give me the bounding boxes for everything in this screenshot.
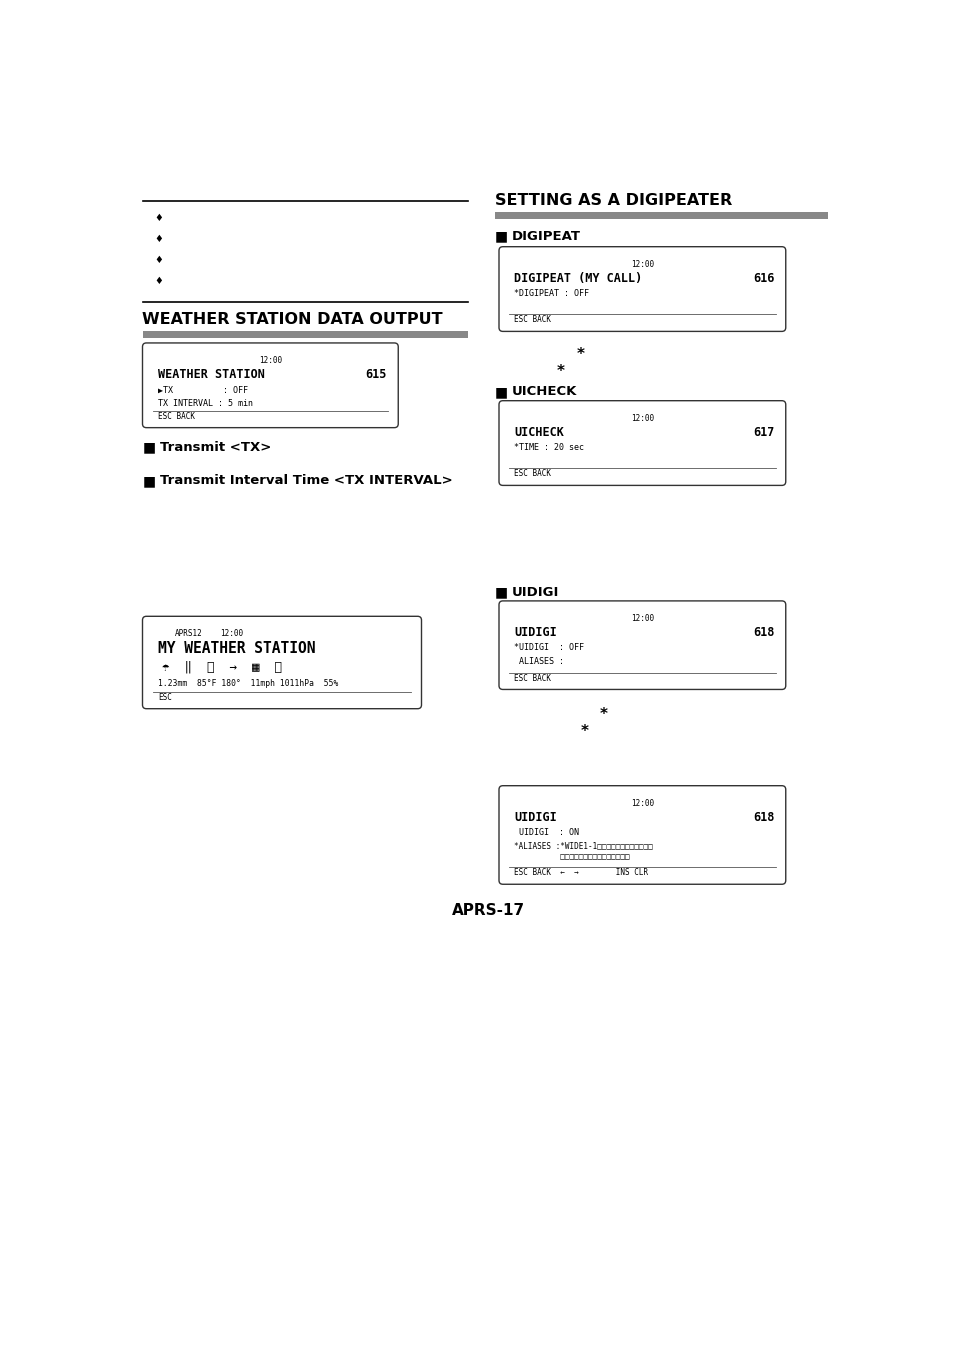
Text: WEATHER STATION: WEATHER STATION — [158, 369, 265, 381]
Text: ALIASES :: ALIASES : — [514, 657, 564, 666]
Text: UIDIGI  : ON: UIDIGI : ON — [514, 828, 578, 837]
Text: ESC BACK: ESC BACK — [514, 316, 551, 324]
Text: 12:00: 12:00 — [630, 614, 653, 622]
Text: 12:00: 12:00 — [220, 629, 243, 639]
Text: MY WEATHER STATION: MY WEATHER STATION — [158, 641, 315, 656]
FancyBboxPatch shape — [498, 786, 785, 884]
Text: UIDIGI: UIDIGI — [514, 811, 557, 824]
Text: DIGIPEAT (MY CALL): DIGIPEAT (MY CALL) — [514, 273, 642, 285]
Text: WEATHER STATION DATA OUTPUT: WEATHER STATION DATA OUTPUT — [142, 312, 442, 327]
Text: UIDIGI: UIDIGI — [512, 586, 559, 598]
Text: 618: 618 — [752, 626, 773, 640]
Text: ■: ■ — [142, 474, 155, 487]
Text: DIGIPEAT: DIGIPEAT — [512, 230, 580, 243]
Text: *: * — [557, 363, 564, 379]
Text: Transmit <TX>: Transmit <TX> — [159, 440, 271, 454]
Text: 615: 615 — [365, 369, 386, 381]
Text: ESC BACK: ESC BACK — [514, 470, 551, 478]
Text: ♦: ♦ — [154, 234, 163, 244]
Text: *DIGIPEAT : OFF: *DIGIPEAT : OFF — [514, 289, 589, 298]
FancyBboxPatch shape — [498, 401, 785, 486]
Text: 12:00: 12:00 — [630, 799, 653, 807]
Text: SETTING AS A DIGIPEATER: SETTING AS A DIGIPEATER — [495, 193, 732, 208]
Bar — [495, 212, 827, 219]
Text: APRS12: APRS12 — [175, 629, 203, 639]
Text: UIDIGI: UIDIGI — [514, 626, 557, 640]
Text: *: * — [579, 724, 588, 738]
Text: ♦: ♦ — [154, 275, 163, 286]
Text: ■: ■ — [495, 586, 508, 599]
Text: 12:00: 12:00 — [258, 356, 282, 365]
Text: ♦: ♦ — [154, 255, 163, 265]
Text: ♦: ♦ — [154, 213, 163, 223]
Text: ESC BACK  ←  →        INS CLR: ESC BACK ← → INS CLR — [514, 868, 648, 878]
Text: 1.23mm  85°F 180°  11mph 1011hPa  55%: 1.23mm 85°F 180° 11mph 1011hPa 55% — [158, 679, 338, 688]
Text: ▶TX          : OFF: ▶TX : OFF — [158, 385, 248, 394]
Text: 12:00: 12:00 — [630, 259, 653, 269]
Text: UICHECK: UICHECK — [514, 427, 564, 439]
Text: *UIDIGI  : OFF: *UIDIGI : OFF — [514, 643, 584, 652]
Text: 617: 617 — [752, 427, 773, 439]
Text: 12:00: 12:00 — [630, 414, 653, 423]
Text: ESC BACK: ESC BACK — [514, 674, 551, 683]
Text: UICHECK: UICHECK — [512, 385, 577, 398]
FancyBboxPatch shape — [498, 247, 785, 331]
FancyBboxPatch shape — [142, 343, 397, 428]
Text: *ALIASES :*WIDE1-1□□□□□□□□□□□□: *ALIASES :*WIDE1-1□□□□□□□□□□□□ — [514, 841, 653, 850]
FancyBboxPatch shape — [142, 617, 421, 709]
Text: ESC BACK: ESC BACK — [158, 412, 194, 421]
Text: TX INTERVAL : 5 min: TX INTERVAL : 5 min — [158, 400, 253, 408]
Text: ESC: ESC — [158, 693, 172, 702]
Text: 616: 616 — [752, 273, 773, 285]
Text: ■: ■ — [495, 230, 508, 244]
Text: *: * — [599, 707, 607, 722]
Text: □□□□□□□□□□□□□□□: □□□□□□□□□□□□□□□ — [514, 853, 630, 861]
Text: 618: 618 — [752, 811, 773, 824]
Text: ■: ■ — [142, 440, 155, 455]
Bar — [142, 331, 468, 339]
Text: ☂  ‖  ℉  →  ▦  ⛲: ☂ ‖ ℉ → ▦ ⛲ — [162, 662, 281, 674]
Text: ■: ■ — [495, 385, 508, 400]
Text: Transmit Interval Time <TX INTERVAL>: Transmit Interval Time <TX INTERVAL> — [159, 474, 452, 487]
FancyBboxPatch shape — [498, 601, 785, 690]
Text: APRS-17: APRS-17 — [452, 903, 525, 918]
Text: *: * — [576, 347, 584, 362]
Text: *TIME : 20 sec: *TIME : 20 sec — [514, 443, 584, 452]
